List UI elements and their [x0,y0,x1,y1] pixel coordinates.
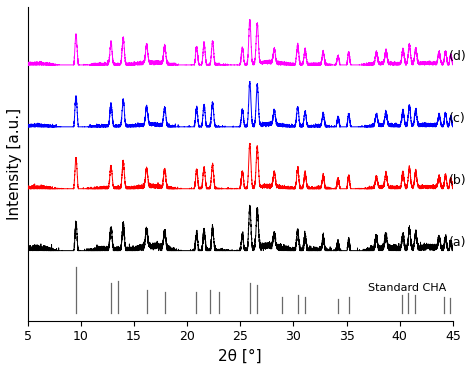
Text: (c): (c) [449,112,465,125]
X-axis label: 2θ [°]: 2θ [°] [219,349,262,364]
Text: Standard CHA: Standard CHA [368,283,447,293]
Text: (b): (b) [449,174,466,187]
Text: (a): (a) [449,236,466,249]
Y-axis label: Intensity [a.u.]: Intensity [a.u.] [7,108,22,220]
Text: (d): (d) [449,50,466,63]
